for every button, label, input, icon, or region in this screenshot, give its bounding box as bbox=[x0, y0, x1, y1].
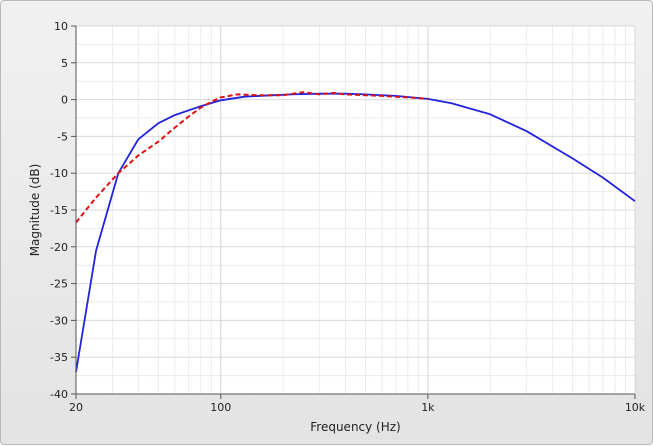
x-axis-title: Frequency (Hz) bbox=[310, 420, 401, 434]
x-tick-label: 100 bbox=[210, 401, 231, 414]
x-ticks: 20 100 1k 10k bbox=[69, 394, 646, 414]
y-tick-label: -15 bbox=[50, 204, 68, 217]
y-tick-label: 0 bbox=[61, 94, 68, 107]
y-tick-label: -25 bbox=[50, 278, 68, 291]
y-tick-label: -30 bbox=[50, 314, 68, 327]
y-tick-label: -35 bbox=[50, 351, 68, 364]
y-tick-label: 10 bbox=[54, 20, 68, 33]
series-line-dashed bbox=[75, 91, 428, 224]
y-tick-label: -5 bbox=[57, 130, 68, 143]
x-tick-label: 1k bbox=[421, 401, 435, 414]
y-tick-label: -40 bbox=[50, 388, 68, 401]
y-tick-label: 5 bbox=[61, 57, 68, 70]
series-line-solid bbox=[75, 92, 636, 373]
y-ticks: 10 5 0 -5 -10 -15 -20 -25 -30 -35 -40 bbox=[50, 20, 76, 401]
y-tick-label: -10 bbox=[50, 167, 68, 180]
y-tick-label: -20 bbox=[50, 241, 68, 254]
y-axis-title: Magnitude (dB) bbox=[28, 164, 42, 257]
series-group bbox=[75, 91, 636, 373]
x-tick-label: 10k bbox=[625, 401, 646, 414]
x-tick-label: 20 bbox=[69, 401, 83, 414]
